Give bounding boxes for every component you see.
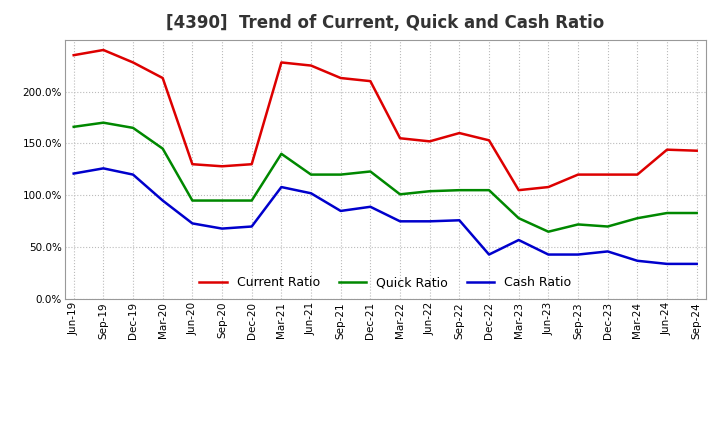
Quick Ratio (336, 172, 345, 177)
Current Ratio (277, 60, 286, 65)
Current Ratio (69, 52, 78, 58)
Cash Ratio (426, 219, 434, 224)
Cash Ratio (248, 224, 256, 229)
Current Ratio (574, 172, 582, 177)
Cash Ratio (455, 218, 464, 223)
Current Ratio (248, 161, 256, 167)
Quick Ratio (277, 151, 286, 157)
Current Ratio (485, 138, 493, 143)
Quick Ratio (307, 172, 315, 177)
Current Ratio (544, 184, 553, 190)
Quick Ratio (693, 210, 701, 216)
Current Ratio (158, 75, 167, 81)
Current Ratio (514, 187, 523, 193)
Quick Ratio (662, 210, 671, 216)
Cash Ratio (129, 172, 138, 177)
Cash Ratio (693, 261, 701, 267)
Current Ratio (188, 161, 197, 167)
Legend: Current Ratio, Quick Ratio, Cash Ratio: Current Ratio, Quick Ratio, Cash Ratio (193, 270, 577, 296)
Current Ratio (426, 139, 434, 144)
Cash Ratio (217, 226, 226, 231)
Current Ratio (336, 75, 345, 81)
Current Ratio (396, 136, 405, 141)
Current Ratio (129, 60, 138, 65)
Cash Ratio (633, 258, 642, 264)
Current Ratio (217, 164, 226, 169)
Cash Ratio (485, 252, 493, 257)
Line: Current Ratio: Current Ratio (73, 50, 697, 190)
Current Ratio (455, 130, 464, 136)
Quick Ratio (158, 146, 167, 151)
Quick Ratio (188, 198, 197, 203)
Quick Ratio (99, 120, 108, 125)
Quick Ratio (455, 187, 464, 193)
Current Ratio (366, 78, 374, 84)
Current Ratio (693, 148, 701, 154)
Current Ratio (603, 172, 612, 177)
Cash Ratio (99, 166, 108, 171)
Quick Ratio (544, 229, 553, 235)
Quick Ratio (485, 187, 493, 193)
Quick Ratio (574, 222, 582, 227)
Cash Ratio (277, 184, 286, 190)
Quick Ratio (217, 198, 226, 203)
Cash Ratio (336, 208, 345, 213)
Cash Ratio (544, 252, 553, 257)
Cash Ratio (158, 198, 167, 203)
Cash Ratio (366, 204, 374, 209)
Quick Ratio (69, 124, 78, 129)
Line: Cash Ratio: Cash Ratio (73, 169, 697, 264)
Cash Ratio (603, 249, 612, 254)
Cash Ratio (662, 261, 671, 267)
Quick Ratio (603, 224, 612, 229)
Quick Ratio (633, 216, 642, 221)
Quick Ratio (366, 169, 374, 174)
Cash Ratio (396, 219, 405, 224)
Cash Ratio (307, 191, 315, 196)
Title: [4390]  Trend of Current, Quick and Cash Ratio: [4390] Trend of Current, Quick and Cash … (166, 15, 604, 33)
Cash Ratio (69, 171, 78, 176)
Cash Ratio (188, 221, 197, 226)
Line: Quick Ratio: Quick Ratio (73, 123, 697, 232)
Quick Ratio (426, 189, 434, 194)
Cash Ratio (574, 252, 582, 257)
Current Ratio (662, 147, 671, 152)
Quick Ratio (129, 125, 138, 131)
Current Ratio (633, 172, 642, 177)
Quick Ratio (514, 216, 523, 221)
Current Ratio (307, 63, 315, 68)
Quick Ratio (248, 198, 256, 203)
Cash Ratio (514, 237, 523, 242)
Quick Ratio (396, 192, 405, 197)
Current Ratio (99, 48, 108, 53)
